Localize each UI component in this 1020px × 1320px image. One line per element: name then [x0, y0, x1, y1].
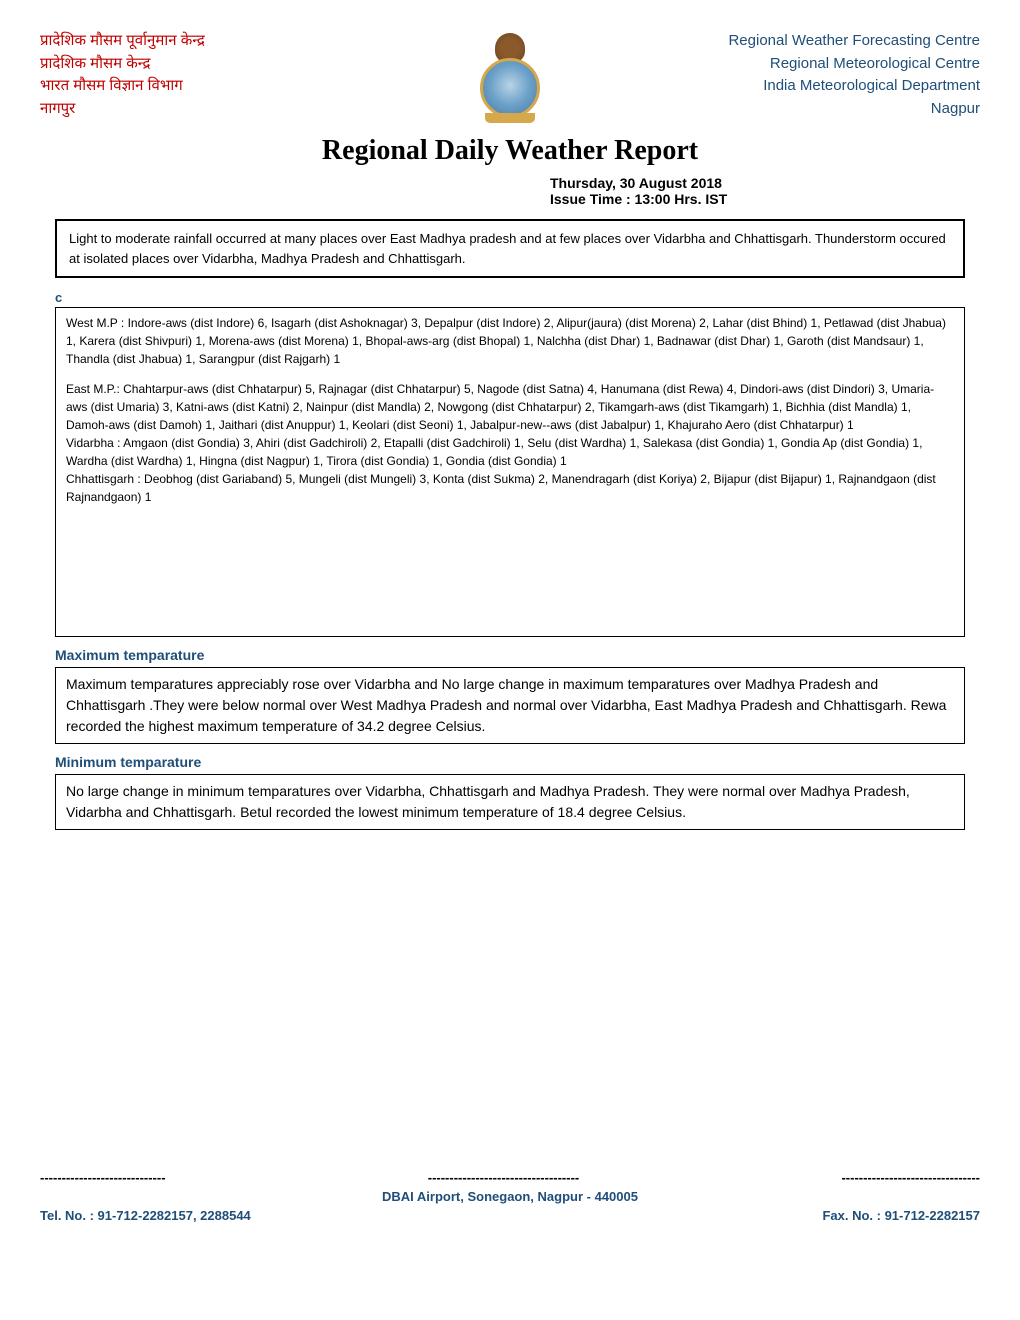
min-temp-label: Minimum temparature — [55, 754, 980, 770]
header-left: प्रादेशिक मौसम पूर्वानुमान केन्द्र प्राद… — [40, 30, 455, 120]
header-right-line1: Regional Weather Forecasting Centre — [565, 30, 980, 53]
footer-fax: Fax. No. : 91-712-2282157 — [822, 1208, 980, 1223]
imd-emblem-icon — [475, 30, 545, 120]
header-emblem — [455, 30, 565, 120]
rainfall-chhattisgarh: Chhattisgarh : Deobhog (dist Gariaband) … — [66, 470, 954, 506]
footer-tel: Tel. No. : 91-712-2282157, 2288544 — [40, 1208, 251, 1223]
report-date: Thursday, 30 August 2018 — [550, 175, 980, 191]
footer: ----------------------------- ----------… — [40, 1170, 980, 1223]
header-right: Regional Weather Forecasting Centre Regi… — [565, 30, 980, 120]
min-temp-box: No large change in minimum temparatures … — [55, 774, 965, 830]
summary-box: Light to moderate rainfall occurred at m… — [55, 219, 965, 278]
header-left-line1: प्रादेशिक मौसम पूर्वानुमान केन्द्र — [40, 30, 455, 53]
dash-right: -------------------------------- — [841, 1170, 980, 1185]
header-right-line2: Regional Meteorological Centre — [565, 53, 980, 76]
header-left-line4: नागपुर — [40, 98, 455, 121]
footer-dashes: ----------------------------- ----------… — [40, 1170, 980, 1185]
max-temp-label: Maximum temparature — [55, 647, 980, 663]
header: प्रादेशिक मौसम पूर्वानुमान केन्द्र प्राद… — [40, 30, 980, 120]
header-left-line3: भारत मौसम विज्ञान विभाग — [40, 75, 455, 98]
rainfall-vidarbha: Vidarbha : Amgaon (dist Gondia) 3, Ahiri… — [66, 434, 954, 470]
header-right-line3: India Meteorological Department — [565, 75, 980, 98]
footer-contact: Tel. No. : 91-712-2282157, 2288544 Fax. … — [40, 1208, 980, 1223]
dash-left: ----------------------------- — [40, 1170, 166, 1185]
rainfall-east-mp: East M.P.: Chahtarpur-aws (dist Chhatarp… — [66, 380, 954, 434]
rainfall-box: West M.P : Indore-aws (dist Indore) 6, I… — [55, 307, 965, 637]
date-block: Thursday, 30 August 2018 Issue Time : 13… — [550, 175, 980, 207]
c-marker: c — [55, 290, 980, 305]
footer-address: DBAI Airport, Sonegaon, Nagpur - 440005 — [40, 1189, 980, 1204]
max-temp-box: Maximum temparatures appreciably rose ov… — [55, 667, 965, 744]
dash-center: ----------------------------------- — [428, 1170, 580, 1185]
rainfall-west-mp: West M.P : Indore-aws (dist Indore) 6, I… — [66, 314, 954, 368]
page-title: Regional Daily Weather Report — [40, 135, 980, 167]
header-right-line4: Nagpur — [565, 98, 980, 121]
issue-time: Issue Time : 13:00 Hrs. IST — [550, 191, 980, 207]
header-left-line2: प्रादेशिक मौसम केन्द्र — [40, 53, 455, 76]
